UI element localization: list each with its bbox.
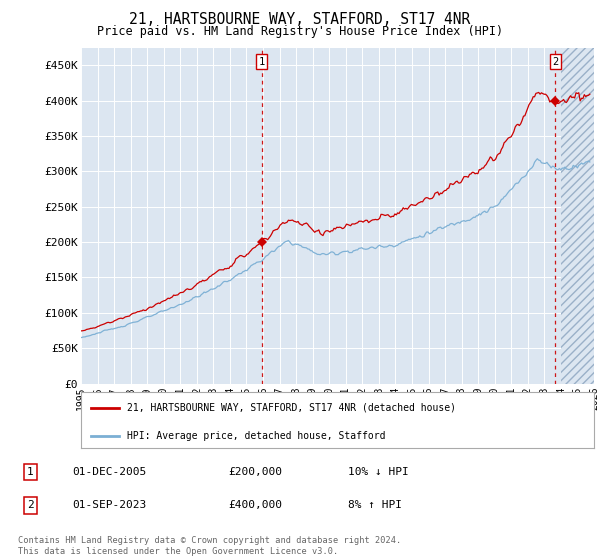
Text: 01-SEP-2023: 01-SEP-2023 — [72, 501, 146, 510]
Text: 2: 2 — [552, 57, 559, 67]
Text: 21, HARTSBOURNE WAY, STAFFORD, ST17 4NR: 21, HARTSBOURNE WAY, STAFFORD, ST17 4NR — [130, 12, 470, 27]
Text: £200,000: £200,000 — [228, 467, 282, 477]
Text: 1: 1 — [259, 57, 265, 67]
Text: 21, HARTSBOURNE WAY, STAFFORD, ST17 4NR (detached house): 21, HARTSBOURNE WAY, STAFFORD, ST17 4NR … — [127, 403, 456, 413]
Text: £400,000: £400,000 — [228, 501, 282, 510]
Bar — [561, 48, 600, 384]
Text: HPI: Average price, detached house, Stafford: HPI: Average price, detached house, Staf… — [127, 431, 386, 441]
Text: Contains HM Land Registry data © Crown copyright and database right 2024.
This d: Contains HM Land Registry data © Crown c… — [18, 536, 401, 556]
Text: 8% ↑ HPI: 8% ↑ HPI — [348, 501, 402, 510]
Text: 01-DEC-2005: 01-DEC-2005 — [72, 467, 146, 477]
Text: 2: 2 — [27, 501, 34, 510]
Text: 10% ↓ HPI: 10% ↓ HPI — [348, 467, 409, 477]
Text: Price paid vs. HM Land Registry's House Price Index (HPI): Price paid vs. HM Land Registry's House … — [97, 25, 503, 38]
Text: 1: 1 — [27, 467, 34, 477]
Bar — [561, 48, 600, 384]
